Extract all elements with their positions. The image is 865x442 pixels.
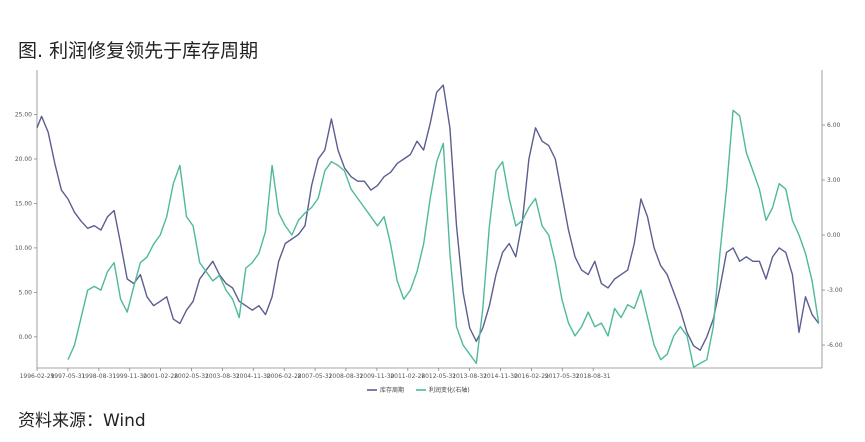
series-line-inventory	[36, 84, 820, 351]
x-tick-label: 2004-11-30	[236, 373, 271, 380]
left-tick-label: 10.00	[15, 245, 32, 252]
chart-axes	[36, 70, 823, 369]
x-tick-label: 2001-02-28	[143, 373, 178, 380]
right-tick-label: -3.00	[827, 287, 843, 294]
x-tick-label: 2018-08-31	[576, 373, 611, 380]
page-title: 图. 利润修复领先于库存周期	[18, 40, 259, 62]
legend-label: 利润变化(右轴)	[429, 386, 470, 394]
left-tick-label: 0.00	[19, 334, 33, 341]
x-tick-label: 2013-08-31	[452, 373, 487, 380]
x-tick-label: 1999-11-30	[112, 373, 147, 380]
x-tick-label: 2016-02-29	[514, 373, 549, 380]
x-tick-label: 2008-08-31	[329, 373, 364, 380]
legend-item-profit[interactable]: 利润变化(右轴)	[416, 386, 470, 394]
legend-label: 库存周期	[380, 386, 404, 394]
x-tick-label: 1996-02-29	[20, 373, 55, 380]
right-tick-label: 6.00	[827, 122, 841, 129]
left-tick-label: 25.00	[15, 111, 32, 118]
legend-item-inventory[interactable]: 库存周期	[367, 386, 404, 394]
x-tick-label: 1997-05-31	[50, 373, 85, 380]
x-tick-label: 2017-05-31	[545, 373, 580, 380]
x-tick-label: 2014-11-30	[483, 373, 518, 380]
series-line-profit	[67, 109, 820, 368]
left-tick-label: 15.00	[15, 200, 32, 207]
x-tick-label: 2002-05-31	[174, 373, 209, 380]
right-tick-label: -6.00	[827, 342, 843, 349]
left-tick-label: 5.00	[19, 289, 33, 296]
left-tick-label: 20.00	[15, 156, 32, 163]
right-tick-label: 0.00	[827, 232, 841, 239]
left-axis-ticks: 0.00 5.00 10.00 15.00 20.00 25.00	[15, 111, 37, 341]
x-tick-label: 1998-08-31	[81, 373, 116, 380]
right-tick-label: 3.00	[827, 177, 841, 184]
x-tick-label: 2003-08-31	[205, 373, 240, 380]
x-tick-label: 2007-05-31	[298, 373, 333, 380]
x-tick-label: 2006-02-28	[267, 373, 302, 380]
chart-legend[interactable]: 库存周期 利润变化(右轴)	[367, 386, 470, 394]
x-tick-label: 2011-02-28	[390, 373, 425, 380]
source-note: 资料来源：Wind	[18, 411, 146, 431]
x-axis-ticks: 1996-02-291997-05-311998-08-311999-11-30…	[20, 368, 611, 380]
right-axis-ticks: -6.00 -3.00 0.00 3.00 6.00	[822, 122, 843, 349]
x-tick-label: 2009-11-30	[359, 373, 394, 380]
series-layer	[36, 84, 820, 368]
x-tick-label: 2012-05-31	[421, 373, 456, 380]
